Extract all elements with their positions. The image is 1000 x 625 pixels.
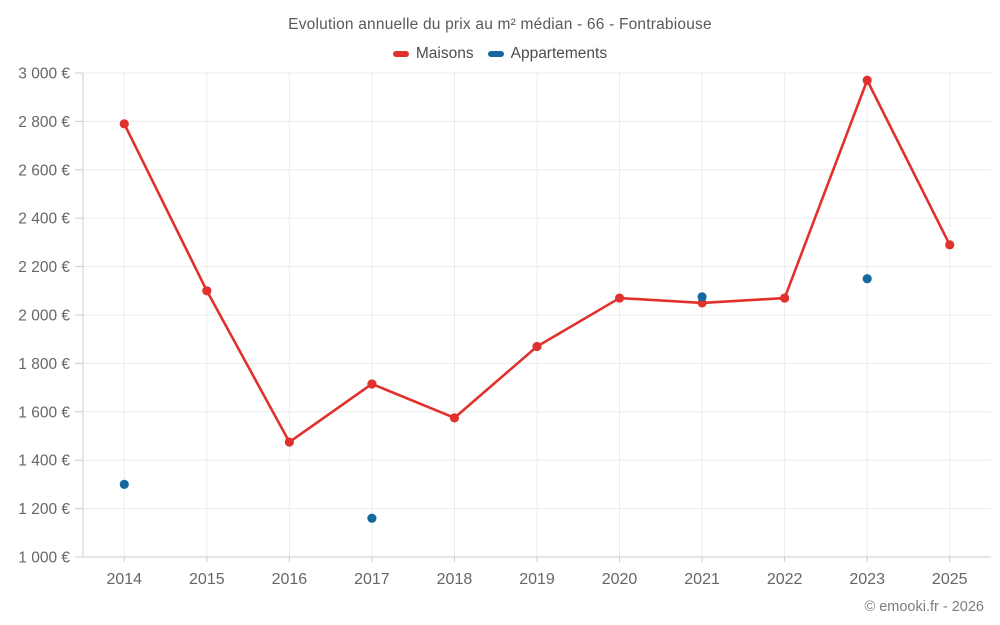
y-tick-label: 2 000 €: [18, 308, 70, 325]
maisons-legend-label: Maisons: [415, 45, 474, 62]
data-point-maisons-2016[interactable]: [284, 437, 294, 447]
y-tick-label: 1 600 €: [18, 404, 70, 421]
y-tick-label: 1 400 €: [18, 453, 70, 470]
copyright-credit: © emooki.fr - 2026: [864, 599, 984, 615]
data-point-appartements-2021[interactable]: [697, 292, 707, 302]
y-tick-label: 3 000 €: [18, 66, 70, 83]
data-point-maisons-2023[interactable]: [862, 75, 872, 85]
maisons-series-swatch-icon: [392, 51, 409, 57]
data-point-appartements-2017[interactable]: [367, 513, 377, 523]
y-tick-label: 2 400 €: [18, 211, 70, 228]
x-tick-label: 2017: [354, 571, 390, 588]
x-tick-label: 2023: [849, 571, 885, 588]
y-tick-label: 1 000 €: [18, 550, 70, 567]
x-tick-label: 2014: [106, 571, 142, 588]
x-tick-label: 2021: [684, 571, 720, 588]
y-tick-label: 2 800 €: [18, 114, 70, 131]
y-tick-label: 1 800 €: [18, 356, 70, 373]
data-point-maisons-2019[interactable]: [532, 341, 542, 352]
x-tick-label: 2025: [932, 571, 968, 588]
appartements-series-swatch-icon: [487, 51, 504, 57]
x-tick-label: 2015: [189, 571, 225, 588]
x-tick-label: 2020: [602, 571, 638, 588]
data-point-appartements-2023[interactable]: [862, 274, 872, 284]
x-tick-label: 2022: [767, 571, 803, 588]
y-tick-label: 2 600 €: [18, 162, 70, 179]
data-point-maisons-2014[interactable]: [119, 119, 129, 129]
x-tick-label: 2018: [437, 571, 473, 588]
data-point-maisons-2015[interactable]: [202, 286, 212, 296]
data-point-maisons-2017[interactable]: [367, 379, 377, 389]
legend-item-appartements[interactable]: Appartements: [487, 45, 608, 63]
y-tick-label: 1 200 €: [18, 501, 70, 518]
y-tick-label: 2 200 €: [18, 259, 70, 276]
x-tick-label: 2019: [519, 571, 555, 588]
chart-legend: Maisons Appartements: [0, 45, 1000, 63]
x-tick-label: 2016: [272, 571, 308, 588]
chart-title: Evolution annuelle du prix au m² médian …: [288, 16, 712, 33]
data-point-appartements-2014[interactable]: [119, 479, 129, 489]
appartements-legend-label: Appartements: [510, 45, 608, 62]
data-point-maisons-2020[interactable]: [614, 293, 625, 303]
data-point-maisons-2022[interactable]: [780, 293, 790, 303]
data-point-maisons-2025[interactable]: [945, 240, 955, 250]
legend-item-maisons[interactable]: Maisons: [392, 45, 474, 63]
data-point-maisons-2018[interactable]: [449, 413, 460, 423]
